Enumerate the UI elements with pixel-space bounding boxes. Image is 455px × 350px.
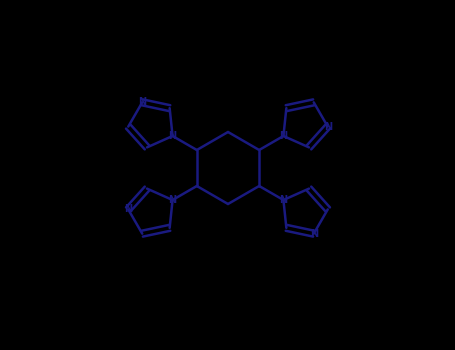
Text: N: N [310, 229, 318, 239]
Text: N: N [124, 204, 132, 215]
Text: N: N [138, 97, 147, 107]
Text: N: N [168, 195, 177, 205]
Text: N: N [324, 121, 332, 132]
Text: N: N [168, 131, 177, 141]
Text: N: N [279, 195, 288, 205]
Text: N: N [279, 131, 288, 141]
